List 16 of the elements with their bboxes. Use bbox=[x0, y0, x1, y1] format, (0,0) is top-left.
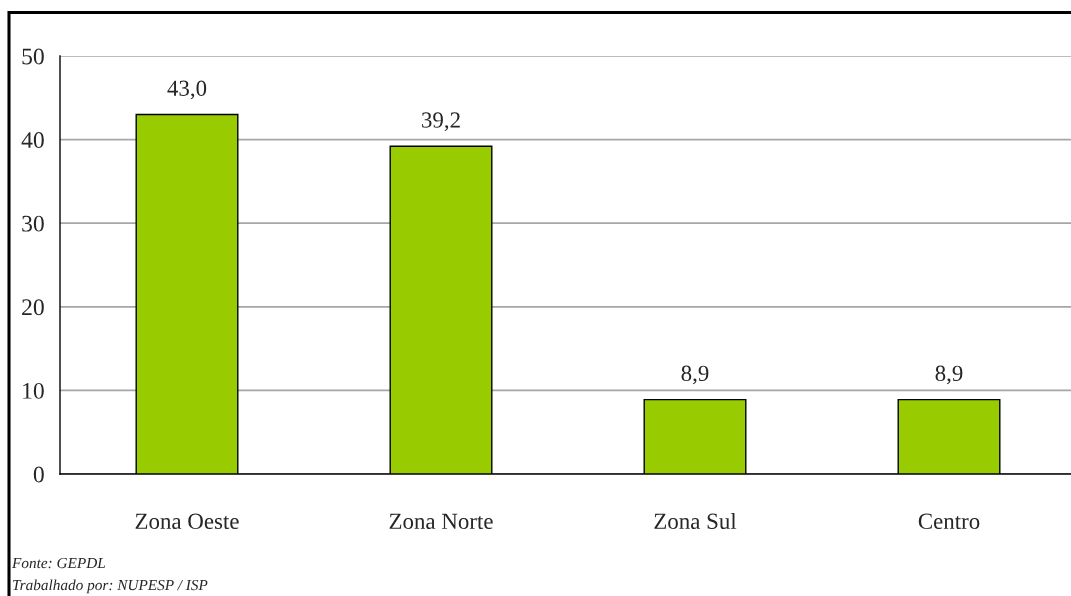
data-label: 39,2 bbox=[422, 112, 460, 132]
x-tick-label: Centro bbox=[918, 513, 980, 530]
data-label: 43,0 bbox=[167, 80, 207, 100]
y-tick-label: 30 bbox=[22, 215, 44, 232]
data-label: 8,9 bbox=[681, 365, 709, 385]
y-tick-label: 40 bbox=[21, 132, 44, 149]
x-tick-label: Zona Oeste bbox=[135, 513, 239, 530]
text: Trabalhado por: NUPESP / ISP bbox=[13, 579, 208, 594]
y-tick-label: 50 bbox=[22, 48, 44, 65]
y-tick-label: 10 bbox=[23, 382, 44, 399]
data-label: 8,9 bbox=[935, 365, 963, 385]
x-tick-label: Zona Norte bbox=[389, 513, 493, 530]
source-note: Fonte: GEPDL bbox=[11, 557, 106, 569]
y-tick-label: 20 bbox=[22, 299, 44, 316]
x-tick-label: Zona Sul bbox=[654, 512, 737, 530]
y-tick-label: 0 bbox=[33, 466, 44, 483]
